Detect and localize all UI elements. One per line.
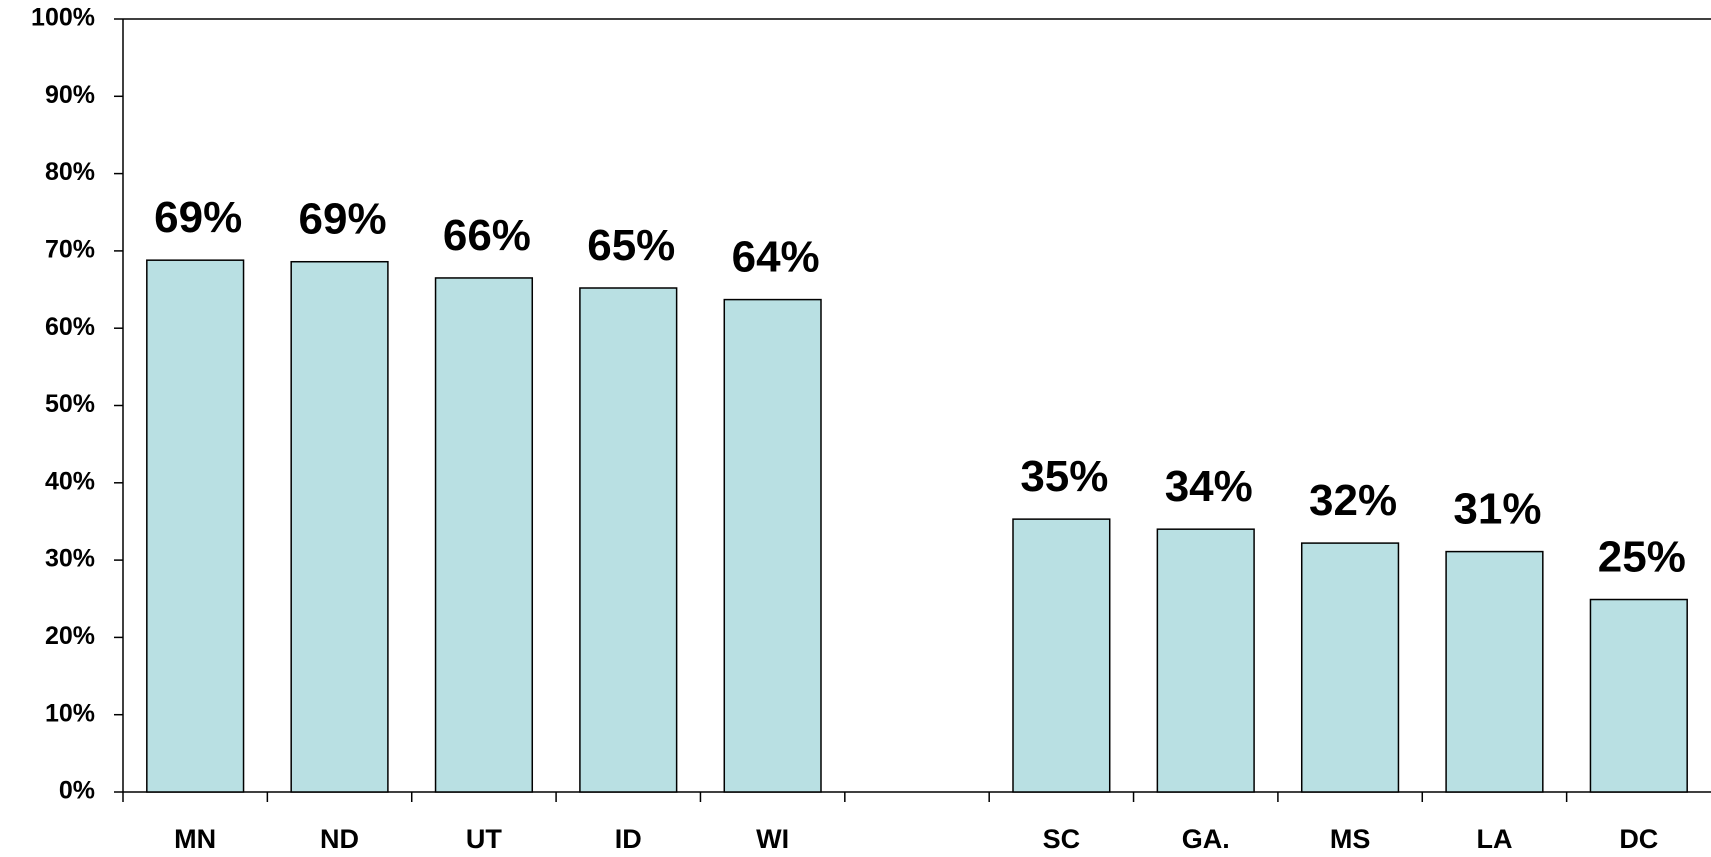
y-tick-label: 20% [45, 622, 95, 650]
y-tick-label: 30% [45, 545, 95, 573]
y-tick-label: 80% [45, 158, 95, 186]
x-tick-label: WI [756, 824, 789, 854]
bar [579, 287, 678, 793]
bar [1589, 598, 1688, 793]
bar [434, 277, 534, 793]
value-label: 65% [587, 221, 675, 270]
bar [1445, 550, 1544, 793]
value-label: 66% [443, 211, 531, 260]
value-label: 69% [299, 195, 387, 244]
x-tick-label: DC [1619, 824, 1658, 854]
y-tick-label: 10% [45, 699, 95, 727]
x-tick-label: SC [1043, 824, 1081, 854]
x-tick-label: ID [615, 824, 642, 854]
value-label: 25% [1598, 533, 1686, 582]
x-tick-label: LA [1476, 824, 1512, 854]
y-tick-label: 100% [31, 4, 95, 32]
bar [1156, 528, 1255, 793]
bar [723, 298, 822, 793]
x-tick-label: GA. [1182, 824, 1230, 854]
x-tick-label: UT [466, 824, 502, 854]
value-label: 64% [732, 233, 820, 282]
bar [290, 260, 389, 793]
bar [146, 259, 245, 793]
bar [1012, 518, 1111, 793]
y-tick-label: 50% [45, 390, 95, 418]
y-tick-label: 60% [45, 313, 95, 341]
y-tick-label: 0% [59, 777, 95, 805]
x-tick-label: MS [1330, 824, 1371, 854]
x-tick-label: MN [174, 824, 216, 854]
bar [1300, 542, 1400, 793]
y-tick-label: 40% [45, 467, 95, 495]
y-tick-label: 90% [45, 81, 95, 109]
value-label: 32% [1309, 476, 1397, 525]
value-label: 35% [1020, 452, 1108, 501]
value-label: 69% [154, 193, 242, 242]
x-tick-label: ND [320, 824, 359, 854]
value-label: 34% [1165, 462, 1253, 511]
value-label: 31% [1453, 485, 1541, 534]
y-tick-label: 70% [45, 236, 95, 264]
